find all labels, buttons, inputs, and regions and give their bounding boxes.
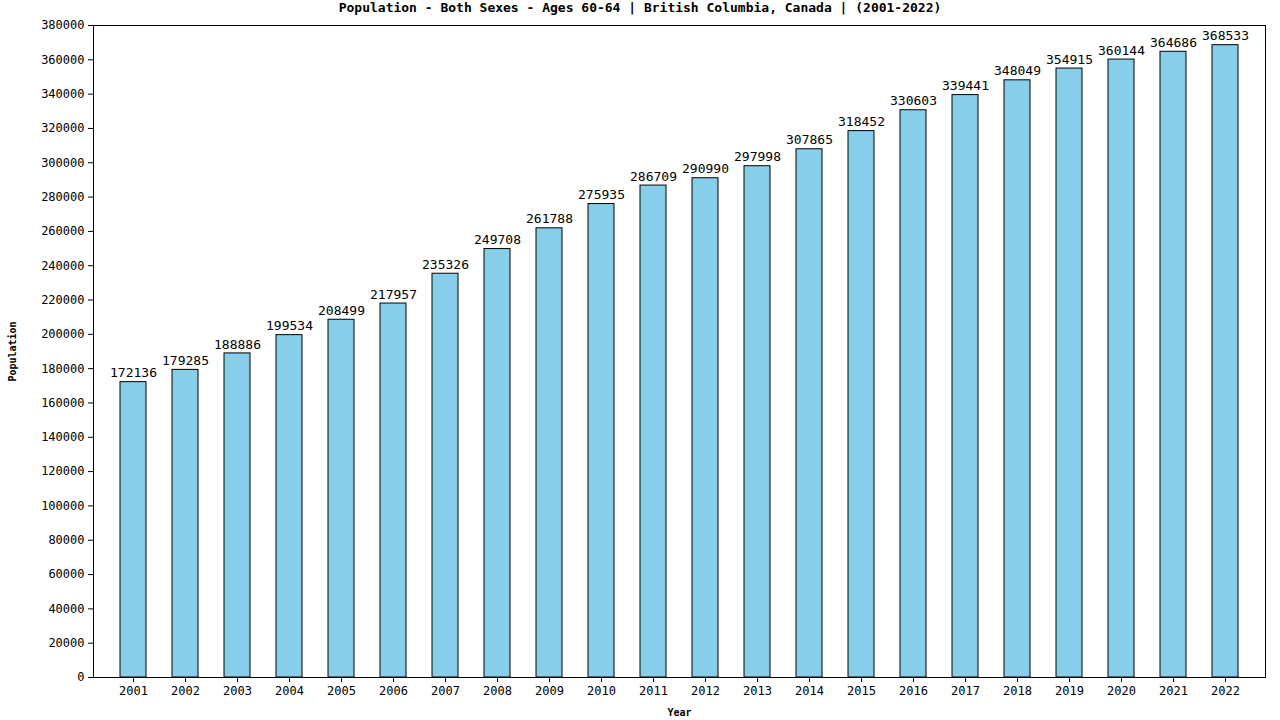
svg-text:2018: 2018 <box>1003 684 1032 698</box>
svg-text:179285: 179285 <box>162 353 209 368</box>
svg-text:200000: 200000 <box>41 327 84 341</box>
svg-text:2012: 2012 <box>691 684 720 698</box>
svg-text:220000: 220000 <box>41 293 84 307</box>
svg-text:0: 0 <box>77 670 84 684</box>
svg-text:40000: 40000 <box>48 602 84 616</box>
svg-text:2008: 2008 <box>483 684 512 698</box>
svg-text:364686: 364686 <box>1150 35 1197 50</box>
svg-text:320000: 320000 <box>41 121 84 135</box>
svg-text:2019: 2019 <box>1055 684 1084 698</box>
svg-text:275935: 275935 <box>578 187 625 202</box>
svg-text:249708: 249708 <box>474 232 521 247</box>
svg-text:339441: 339441 <box>942 78 989 93</box>
svg-text:330603: 330603 <box>890 93 937 108</box>
svg-text:2022: 2022 <box>1211 684 1240 698</box>
svg-text:2007: 2007 <box>431 684 460 698</box>
svg-text:2013: 2013 <box>743 684 772 698</box>
svg-text:2005: 2005 <box>327 684 356 698</box>
svg-text:172136: 172136 <box>110 365 157 380</box>
svg-text:120000: 120000 <box>41 464 84 478</box>
svg-text:217957: 217957 <box>370 287 417 302</box>
svg-text:360000: 360000 <box>41 53 84 67</box>
svg-text:2021: 2021 <box>1159 684 1188 698</box>
svg-text:2015: 2015 <box>847 684 876 698</box>
svg-text:188886: 188886 <box>214 337 261 352</box>
svg-text:2001: 2001 <box>119 684 148 698</box>
svg-text:340000: 340000 <box>41 87 84 101</box>
svg-text:280000: 280000 <box>41 190 84 204</box>
svg-text:2011: 2011 <box>639 684 668 698</box>
svg-text:2002: 2002 <box>171 684 200 698</box>
svg-text:20000: 20000 <box>48 636 84 650</box>
svg-text:208499: 208499 <box>318 303 365 318</box>
svg-text:199534: 199534 <box>266 318 313 333</box>
svg-text:2004: 2004 <box>275 684 304 698</box>
svg-text:297998: 297998 <box>734 149 781 164</box>
svg-text:240000: 240000 <box>41 259 84 273</box>
svg-text:2016: 2016 <box>899 684 928 698</box>
svg-text:100000: 100000 <box>41 499 84 513</box>
svg-text:140000: 140000 <box>41 430 84 444</box>
svg-text:80000: 80000 <box>48 533 84 547</box>
svg-text:2006: 2006 <box>379 684 408 698</box>
svg-text:261788: 261788 <box>526 211 573 226</box>
svg-text:2020: 2020 <box>1107 684 1136 698</box>
svg-text:Year: Year <box>667 707 691 718</box>
svg-text:2003: 2003 <box>223 684 252 698</box>
svg-text:290990: 290990 <box>682 161 729 176</box>
svg-text:307865: 307865 <box>786 132 833 147</box>
svg-text:2010: 2010 <box>587 684 616 698</box>
svg-text:2014: 2014 <box>795 684 824 698</box>
svg-text:354915: 354915 <box>1046 52 1093 67</box>
svg-text:368533: 368533 <box>1202 28 1249 43</box>
svg-text:2017: 2017 <box>951 684 980 698</box>
svg-text:380000: 380000 <box>41 20 84 32</box>
svg-text:2009: 2009 <box>535 684 564 698</box>
html-text:Population - Both Sexes - Ages: Population - Both Sexes - Ages 60-64 | B… <box>338 0 942 15</box>
svg-text:348049: 348049 <box>994 63 1041 78</box>
svg-text:360144: 360144 <box>1098 43 1145 58</box>
svg-text:286709: 286709 <box>630 169 677 184</box>
svg-text:300000: 300000 <box>41 156 84 170</box>
svg-text:318452: 318452 <box>838 114 885 129</box>
svg-text:Population: Population <box>7 321 18 381</box>
svg-text:160000: 160000 <box>41 396 84 410</box>
svg-text:60000: 60000 <box>48 567 84 581</box>
svg-text:235326: 235326 <box>422 257 469 272</box>
svg-text:180000: 180000 <box>41 361 84 375</box>
svg-text:260000: 260000 <box>41 224 84 238</box>
